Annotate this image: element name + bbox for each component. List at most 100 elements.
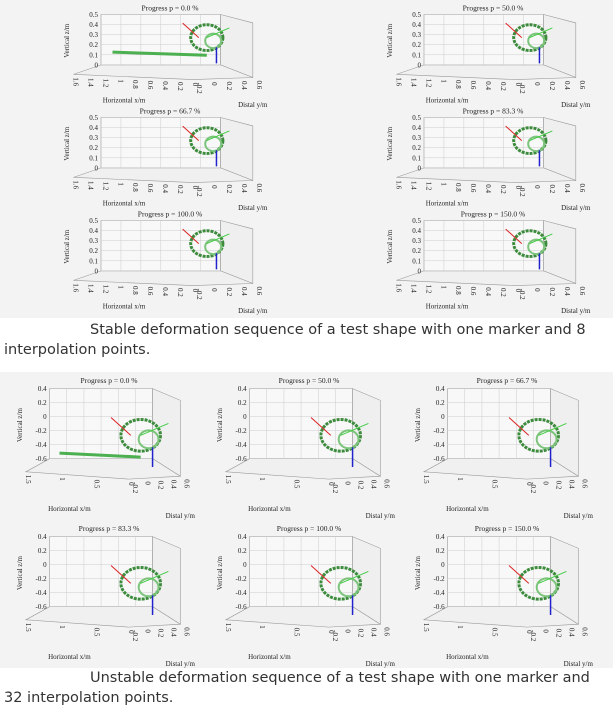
z-axis-label: Vertical z/m xyxy=(63,229,71,264)
z-tick-label: -0.6 xyxy=(236,603,248,611)
x-tick-label: 1.4 xyxy=(86,181,94,190)
floor xyxy=(26,607,180,627)
z-tick-label: 0.5 xyxy=(412,217,421,225)
x-tick-label: 0.5 xyxy=(292,628,300,637)
z-tick-label: 0.1 xyxy=(412,154,421,162)
z-tick-label: 0.3 xyxy=(412,134,421,142)
floor xyxy=(226,607,380,627)
x-axis-label: Horizontal x/m xyxy=(48,653,91,661)
x-tick-label: 0.8 xyxy=(454,286,462,295)
y-tick-label: 0 xyxy=(210,82,218,86)
panel-title: Progress p = 83.3 % xyxy=(79,524,140,533)
z-axis-label: Vertical z/m xyxy=(216,408,224,443)
y-axis-label: Distal y/m xyxy=(166,660,196,668)
y-tick-label: 0.4 xyxy=(240,184,248,193)
z-tick-label: 0.4 xyxy=(436,533,445,541)
y-tick-label: 0.6 xyxy=(255,81,263,90)
x-tick-label: 1.4 xyxy=(86,78,94,87)
caption: Unstable deformation sequence of a test … xyxy=(4,668,604,708)
x-axis-label: Horizontal x/m xyxy=(248,505,291,513)
x-tick-label: 1.5 xyxy=(224,623,232,632)
x-tick-label: 1.4 xyxy=(86,284,94,293)
y-axis-label: Distal y/m xyxy=(564,660,594,668)
x-tick-label: 1.2 xyxy=(101,285,109,294)
y-tick-label: 0.6 xyxy=(182,479,190,488)
y-tick-label: 0.6 xyxy=(255,287,263,296)
z-axis-label: Vertical z/m xyxy=(63,23,71,58)
x-tick-label: 1.2 xyxy=(424,79,432,88)
y-tick-label: 0.2 xyxy=(357,481,365,490)
z-tick-label: 0.4 xyxy=(412,227,421,235)
z-tick-label: -0.2 xyxy=(434,575,446,583)
z-tick-label: 0.5 xyxy=(89,114,98,122)
y-tick-label: 0.2 xyxy=(548,288,556,297)
z-tick-label: -0.4 xyxy=(434,589,446,597)
z-tick-label: 0.2 xyxy=(238,547,247,555)
x-tick-label: 0.6 xyxy=(146,287,154,296)
x-tick-label: 0.4 xyxy=(161,184,169,193)
x-tick-label: 1.4 xyxy=(409,78,417,87)
floor xyxy=(73,271,252,286)
z-tick-label: 0.4 xyxy=(89,21,98,29)
z-tick-label: 0.4 xyxy=(89,124,98,132)
panel-title: Progress p = 100.0 % xyxy=(138,209,202,218)
y-axis-label: Distal y/m xyxy=(238,101,268,109)
panel-title: Progress p = 66.7 % xyxy=(477,376,538,385)
x-tick-label: 0.5 xyxy=(92,628,100,637)
y-tick-label: 0.4 xyxy=(563,81,571,90)
y-axis-label: Distal y/m xyxy=(366,512,396,520)
z-tick-label: 0.1 xyxy=(412,51,421,59)
z-tick-label: 0 xyxy=(43,413,47,421)
z-tick-label: -0.4 xyxy=(236,589,248,597)
panel-title: Progress p = 66.7 % xyxy=(140,106,201,115)
z-axis-label: Vertical z/m xyxy=(63,126,71,161)
y-tick-label: 0.6 xyxy=(580,479,588,488)
z-tick-label: -0.4 xyxy=(434,441,446,449)
x-tick-label: 0.6 xyxy=(469,184,477,193)
z-tick-label: 0.2 xyxy=(89,41,98,49)
x-tick-label: 1.2 xyxy=(101,182,109,191)
x-tick-label: 0.8 xyxy=(131,183,139,192)
z-tick-label: -0.2 xyxy=(36,575,48,583)
y-tick-label: 0 xyxy=(210,185,218,189)
z-tick-label: -0.2 xyxy=(434,427,446,435)
x-tick-label: 0.4 xyxy=(484,287,492,296)
y-tick-label: 0.6 xyxy=(578,81,586,90)
y-axis-label: Distal y/m xyxy=(238,204,268,212)
x-tick-label: 1.5 xyxy=(24,475,32,484)
z-tick-label: 0.3 xyxy=(89,31,98,39)
y-tick-label: 0.4 xyxy=(369,480,377,489)
caption: Stable deformation sequence of a test sh… xyxy=(4,320,604,360)
x-axis-label: Horizontal x/m xyxy=(426,200,469,208)
z-axis-label: Vertical z/m xyxy=(414,408,422,443)
y-axis-label: Distal y/m xyxy=(166,512,196,520)
z-tick-label: 0 xyxy=(418,164,422,172)
x-tick-label: 0.2 xyxy=(176,288,184,297)
y-tick-label: 0.6 xyxy=(182,627,190,636)
z-tick-label: 0 xyxy=(441,561,445,569)
z-tick-label: 0.2 xyxy=(412,247,421,255)
x-tick-label: 0.6 xyxy=(146,184,154,193)
x-tick-label: 1.4 xyxy=(409,284,417,293)
x-tick-label: 0.2 xyxy=(499,82,507,91)
z-tick-label: 0.4 xyxy=(89,227,98,235)
z-axis-label: Vertical z/m xyxy=(216,556,224,591)
panel-title: Progress p = 83.3 % xyxy=(463,106,524,115)
z-tick-label: 0.3 xyxy=(89,237,98,245)
y-tick-label: -0.2 xyxy=(195,289,203,301)
z-tick-label: 0 xyxy=(95,267,99,275)
y-tick-label: 0 xyxy=(542,481,550,485)
z-tick-label: 0 xyxy=(95,61,99,69)
x-tick-label: 0.5 xyxy=(292,480,300,489)
z-axis-label: Vertical z/m xyxy=(414,556,422,591)
x-tick-label: 1 xyxy=(439,79,447,83)
x-tick-label: 1 xyxy=(58,477,66,481)
z-tick-label: 0.5 xyxy=(412,11,421,19)
z-tick-label: 0.2 xyxy=(436,547,445,555)
y-tick-label: 0.4 xyxy=(563,184,571,193)
floor xyxy=(73,168,252,183)
z-tick-label: -0.4 xyxy=(236,441,248,449)
y-tick-label: 0.6 xyxy=(578,184,586,193)
y-tick-label: 0.6 xyxy=(382,627,390,636)
y-tick-label: 0.4 xyxy=(169,628,177,637)
